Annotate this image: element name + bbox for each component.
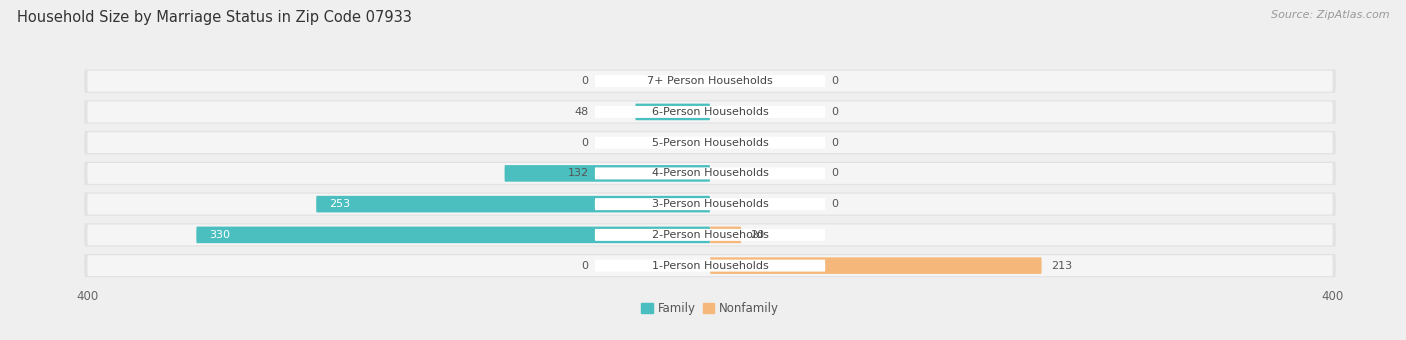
Text: 0: 0 [831,168,838,179]
Text: 4-Person Households: 4-Person Households [651,168,769,179]
Text: 2-Person Households: 2-Person Households [651,230,769,240]
FancyBboxPatch shape [505,165,710,182]
Text: 0: 0 [582,261,589,271]
FancyBboxPatch shape [84,131,1336,154]
FancyBboxPatch shape [595,229,825,241]
FancyBboxPatch shape [595,198,825,210]
Text: 1-Person Households: 1-Person Households [651,261,769,271]
FancyBboxPatch shape [87,163,1333,184]
FancyBboxPatch shape [87,71,1333,92]
Text: 7+ Person Households: 7+ Person Households [647,76,773,86]
Text: 330: 330 [208,230,229,240]
Text: Source: ZipAtlas.com: Source: ZipAtlas.com [1271,10,1389,20]
FancyBboxPatch shape [710,226,741,243]
FancyBboxPatch shape [84,162,1336,185]
Text: 3-Person Households: 3-Person Households [651,199,769,209]
FancyBboxPatch shape [710,257,1042,274]
FancyBboxPatch shape [84,223,1336,246]
Text: 0: 0 [582,138,589,148]
FancyBboxPatch shape [87,194,1333,215]
FancyBboxPatch shape [595,137,825,149]
Text: 0: 0 [582,76,589,86]
Text: 213: 213 [1050,261,1071,271]
Text: 0: 0 [831,199,838,209]
FancyBboxPatch shape [84,192,1336,216]
FancyBboxPatch shape [197,226,710,243]
Text: 6-Person Households: 6-Person Households [651,107,769,117]
FancyBboxPatch shape [87,101,1333,122]
FancyBboxPatch shape [316,196,710,212]
Text: 0: 0 [831,138,838,148]
Text: 0: 0 [831,107,838,117]
FancyBboxPatch shape [87,132,1333,153]
Legend: Family, Nonfamily: Family, Nonfamily [637,298,783,320]
FancyBboxPatch shape [595,75,825,87]
FancyBboxPatch shape [84,100,1336,124]
Text: 253: 253 [329,199,350,209]
FancyBboxPatch shape [84,254,1336,277]
Text: 0: 0 [831,76,838,86]
FancyBboxPatch shape [595,167,825,180]
Text: 5-Person Households: 5-Person Households [651,138,769,148]
FancyBboxPatch shape [636,104,710,120]
FancyBboxPatch shape [595,260,825,272]
FancyBboxPatch shape [87,224,1333,245]
FancyBboxPatch shape [87,255,1333,276]
Text: Household Size by Marriage Status in Zip Code 07933: Household Size by Marriage Status in Zip… [17,10,412,25]
Text: 132: 132 [568,168,589,179]
FancyBboxPatch shape [595,106,825,118]
FancyBboxPatch shape [84,69,1336,93]
Text: 48: 48 [575,107,589,117]
Text: 20: 20 [751,230,765,240]
